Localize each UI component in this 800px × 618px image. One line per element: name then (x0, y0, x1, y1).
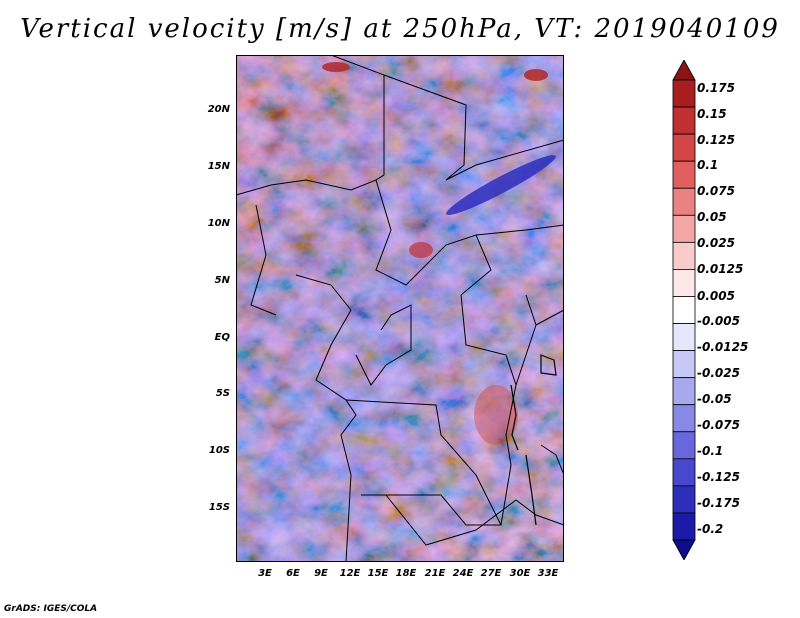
lon-tick-27e: 27E (480, 568, 502, 579)
colorbar-swatch (672, 187, 696, 216)
lat-tick-5n: 5N (214, 275, 230, 286)
lake-outlines (510, 354, 557, 526)
colorbar-swatch (672, 323, 696, 351)
colorbar-swatch (672, 512, 696, 541)
colorbar-swatch (672, 106, 696, 135)
colorbar-label: -0.005 (697, 314, 740, 328)
colorbar (672, 60, 696, 560)
lon-tick-9e: 9E (314, 568, 328, 579)
lat-tick-10n: 10N (207, 218, 230, 229)
colorbar-label: 0.075 (697, 184, 735, 198)
lon-tick-12e: 12E (339, 568, 361, 579)
updraft-cell-central (409, 242, 433, 258)
colorbar-swatch (672, 79, 696, 108)
chart-title: Vertical velocity [m/s] at 250hPa, VT: 2… (20, 14, 780, 44)
lon-tick-21e: 21E (424, 568, 446, 579)
colorbar-label: 0.0125 (697, 262, 744, 276)
updraft-cell-ne (524, 69, 548, 81)
colorbar-swatch (672, 133, 696, 162)
colorbar-label: -0.1 (697, 444, 724, 458)
lon-tick-30e: 30E (509, 568, 531, 579)
colorbar-swatch (672, 485, 696, 514)
lon-tick-33e: 33E (537, 568, 559, 579)
credit-text: GrADS: IGES/COLA (4, 604, 98, 614)
colorbar-label: -0.125 (697, 470, 740, 484)
colorbar-swatch (672, 160, 696, 189)
lon-tick-6e: 6E (286, 568, 300, 579)
updraft-cluster-east (474, 385, 518, 445)
colorbar-swatch (672, 60, 696, 81)
colorbar-label: 0.1 (697, 158, 719, 172)
colorbar-swatch (672, 269, 696, 297)
lon-tick-18e: 18E (395, 568, 417, 579)
map-frame (236, 55, 564, 562)
colorbar-swatch (672, 377, 696, 406)
lat-tick-15n: 15N (207, 161, 230, 172)
colorbar-swatch (672, 241, 696, 270)
colorbar-label: 0.175 (697, 81, 735, 95)
lat-tick-eq: EQ (214, 332, 230, 343)
colorbar-label: 0.005 (697, 289, 735, 303)
lat-tick-10s: 10S (208, 445, 230, 456)
lat-tick-5s: 5S (215, 388, 230, 399)
colorbar-label: -0.175 (697, 496, 740, 510)
country-borders (236, 55, 564, 562)
colorbar-label: -0.0125 (697, 340, 749, 354)
colorbar-label: 0.05 (697, 210, 727, 224)
lat-tick-15s: 15S (208, 502, 230, 513)
field-tint (236, 55, 564, 562)
colorbar-label: 0.125 (697, 133, 735, 147)
velocity-map (236, 55, 564, 562)
colorbar-swatch (672, 431, 696, 460)
lon-tick-15e: 15E (367, 568, 389, 579)
colorbar-swatch (672, 350, 696, 379)
colorbar-swatch (672, 539, 696, 560)
colorbar-swatch (672, 296, 696, 324)
lon-tick-3e: 3E (258, 568, 272, 579)
lat-tick-20n: 20N (207, 104, 230, 115)
colorbar-label: -0.075 (697, 418, 740, 432)
lon-tick-24e: 24E (452, 568, 474, 579)
strong-downdraft-band (446, 155, 556, 215)
colorbar-swatch (672, 214, 696, 243)
colorbar-swatch (672, 404, 696, 433)
colorbar-label: 0.15 (697, 107, 727, 121)
colorbar-swatch (672, 458, 696, 487)
colorbar-label: -0.05 (697, 392, 732, 406)
colorbar-label: 0.025 (697, 236, 735, 250)
colorbar-label: -0.2 (697, 522, 724, 536)
colorbar-label: -0.025 (697, 366, 740, 380)
updraft-cell-n (322, 62, 350, 72)
